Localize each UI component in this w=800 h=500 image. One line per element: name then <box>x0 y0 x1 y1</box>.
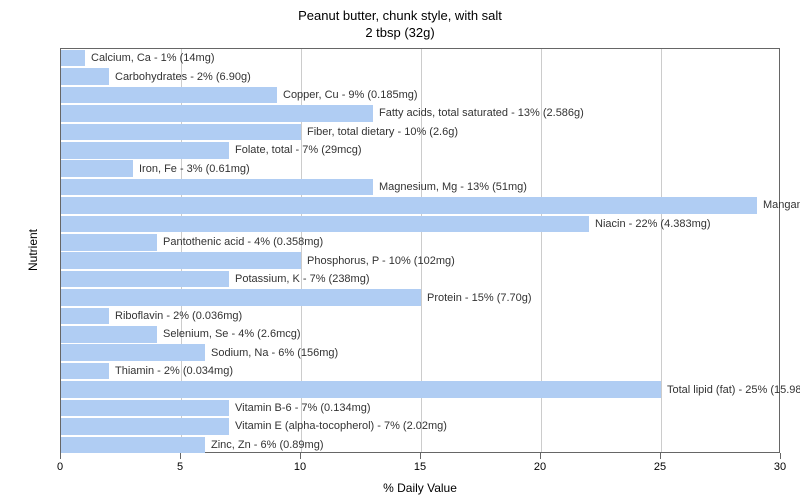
nutrient-bar <box>61 197 757 214</box>
nutrient-bar <box>61 87 277 104</box>
nutrient-bar-label: Manganese, Mn - 29% (0.576mg) <box>763 199 800 211</box>
nutrient-bar <box>61 363 109 380</box>
nutrient-bar-label: Magnesium, Mg - 13% (51mg) <box>379 181 527 193</box>
x-tick <box>540 453 541 459</box>
nutrient-bar <box>61 234 157 251</box>
nutrient-bar-label: Calcium, Ca - 1% (14mg) <box>91 52 214 64</box>
nutrient-bar-label: Protein - 15% (7.70g) <box>427 292 532 304</box>
nutrient-bar-label: Folate, total - 7% (29mcg) <box>235 144 362 156</box>
x-tick-label: 20 <box>534 461 546 473</box>
nutrient-bar <box>61 289 421 306</box>
x-tick-label: 10 <box>294 461 306 473</box>
nutrient-bar-label: Niacin - 22% (4.383mg) <box>595 218 711 230</box>
x-tick <box>300 453 301 459</box>
x-tick <box>420 453 421 459</box>
x-tick <box>180 453 181 459</box>
nutrient-bar-label: Potassium, K - 7% (238mg) <box>235 273 370 285</box>
nutrient-bar <box>61 50 85 67</box>
nutrient-bar-label: Riboflavin - 2% (0.036mg) <box>115 310 242 322</box>
x-tick <box>660 453 661 459</box>
nutrient-bar <box>61 124 301 141</box>
x-tick <box>780 453 781 459</box>
nutrient-bar <box>61 216 589 233</box>
nutrient-bar <box>61 68 109 85</box>
nutrient-bar-label: Vitamin E (alpha-tocopherol) - 7% (2.02m… <box>235 420 447 432</box>
y-axis-label: Nutrient <box>26 229 40 271</box>
nutrient-bar-label: Fatty acids, total saturated - 13% (2.58… <box>379 107 584 119</box>
nutrient-bar-label: Pantothenic acid - 4% (0.358mg) <box>163 236 323 248</box>
nutrient-bar-label: Thiamin - 2% (0.034mg) <box>115 365 233 377</box>
plot-area: Calcium, Ca - 1% (14mg) Carbohydrates - 2… <box>60 48 780 453</box>
nutrient-bar <box>61 160 133 177</box>
nutrient-bar-label: Copper, Cu - 9% (0.185mg) <box>283 89 418 101</box>
nutrient-bar <box>61 308 109 325</box>
nutrient-bar <box>61 381 661 398</box>
x-tick <box>60 453 61 459</box>
nutrient-bar <box>61 400 229 417</box>
nutrient-bar <box>61 142 229 159</box>
nutrient-bar <box>61 271 229 288</box>
chart-title: Peanut butter, chunk style, with salt 2 … <box>0 8 800 42</box>
x-tick-label: 5 <box>177 461 183 473</box>
nutrient-bar-label: Carbohydrates - 2% (6.90g) <box>115 71 251 83</box>
chart-title-line2: 2 tbsp (32g) <box>0 25 800 42</box>
nutrient-bar <box>61 179 373 196</box>
nutrient-chart: Peanut butter, chunk style, with salt 2 … <box>0 0 800 500</box>
nutrient-bar <box>61 437 205 454</box>
x-tick-label: 30 <box>774 461 786 473</box>
x-tick-label: 25 <box>654 461 666 473</box>
nutrient-bar <box>61 344 205 361</box>
nutrient-bar <box>61 252 301 269</box>
nutrient-bar <box>61 105 373 122</box>
nutrient-bar-label: Vitamin B-6 - 7% (0.134mg) <box>235 402 371 414</box>
nutrient-bar <box>61 418 229 435</box>
nutrient-bar-label: Iron, Fe - 3% (0.61mg) <box>139 163 250 175</box>
nutrient-bar-label: Total lipid (fat) - 25% (15.98g) <box>667 384 800 396</box>
nutrient-bar-label: Phosphorus, P - 10% (102mg) <box>307 255 455 267</box>
chart-title-line1: Peanut butter, chunk style, with salt <box>0 8 800 25</box>
nutrient-bar-label: Zinc, Zn - 6% (0.89mg) <box>211 439 323 451</box>
nutrient-bar <box>61 326 157 343</box>
x-tick-label: 15 <box>414 461 426 473</box>
gridline <box>661 49 662 452</box>
x-tick-label: 0 <box>57 461 63 473</box>
x-axis-label: % Daily Value <box>383 481 457 495</box>
nutrient-bar-label: Sodium, Na - 6% (156mg) <box>211 347 338 359</box>
nutrient-bar-label: Fiber, total dietary - 10% (2.6g) <box>307 126 458 138</box>
nutrient-bar-label: Selenium, Se - 4% (2.6mcg) <box>163 328 301 340</box>
